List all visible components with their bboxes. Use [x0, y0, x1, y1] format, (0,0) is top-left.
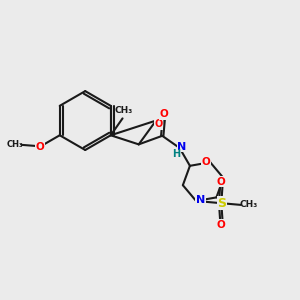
- Text: O: O: [201, 157, 210, 167]
- Text: CH₃: CH₃: [7, 140, 23, 149]
- Text: S: S: [218, 196, 226, 210]
- Text: O: O: [217, 177, 226, 187]
- Text: H: H: [172, 149, 180, 160]
- Text: CH₃: CH₃: [114, 106, 132, 116]
- Text: O: O: [160, 109, 168, 119]
- Text: N: N: [177, 142, 187, 152]
- Text: CH₃: CH₃: [240, 200, 258, 209]
- Text: O: O: [154, 119, 163, 129]
- Text: O: O: [217, 220, 226, 230]
- Text: N: N: [196, 195, 205, 206]
- Text: O: O: [36, 142, 44, 152]
